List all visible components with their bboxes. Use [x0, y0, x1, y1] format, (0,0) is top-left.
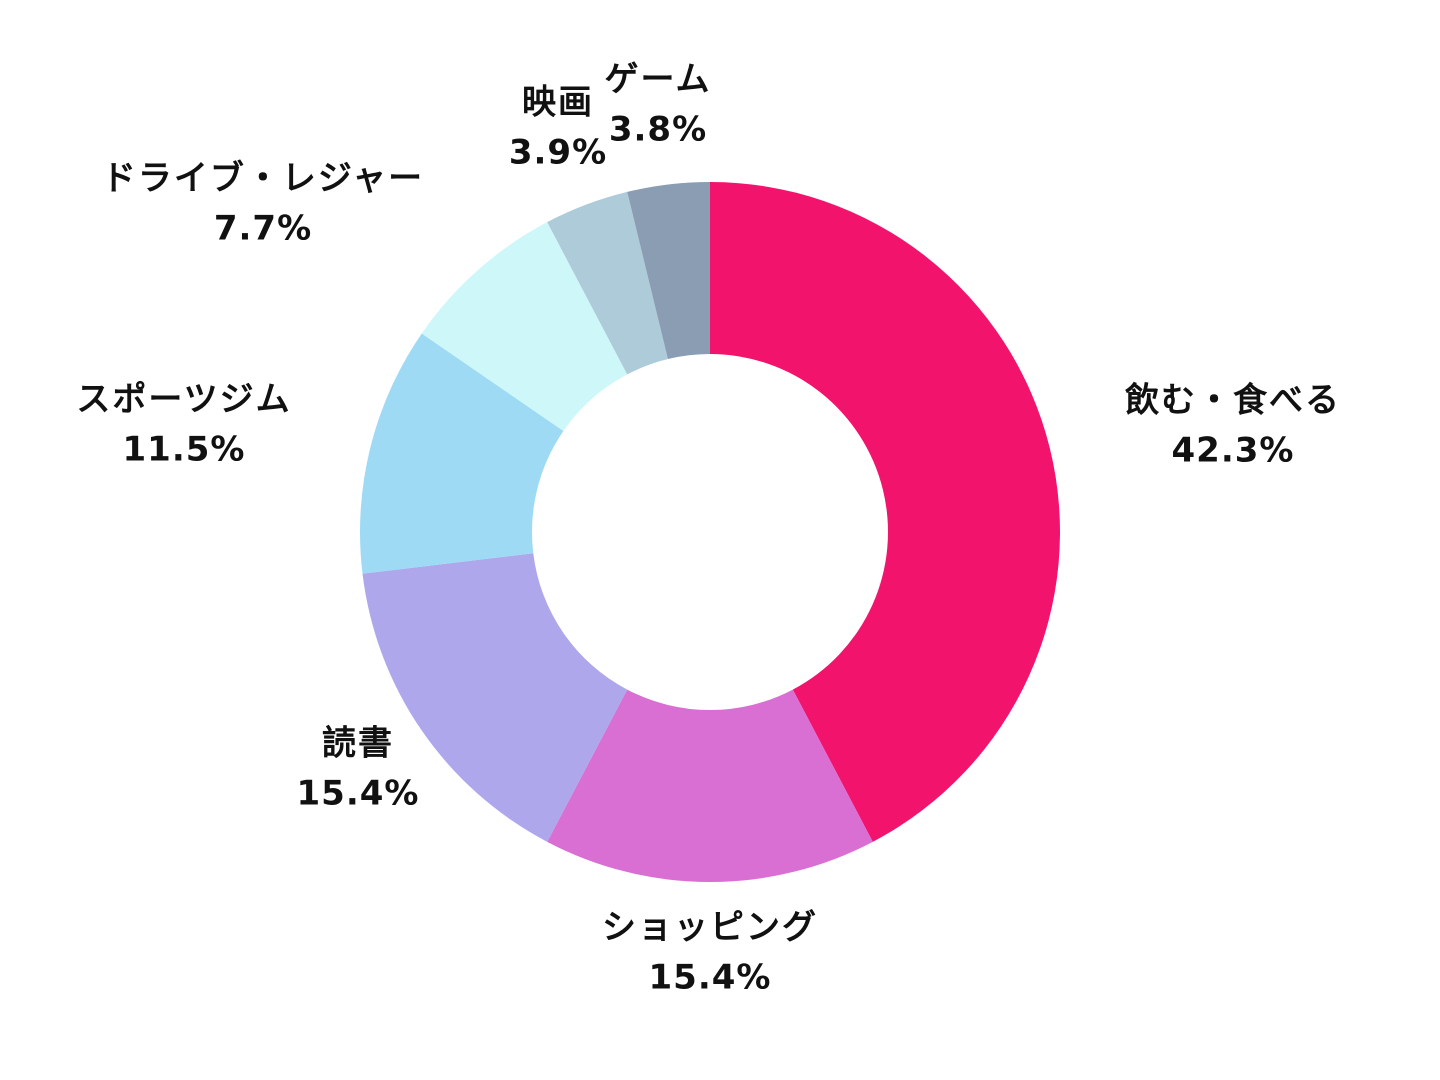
donut-slice-eat-drink: [710, 182, 1060, 842]
slice-name-text: ドライブ・レジャー: [101, 158, 425, 199]
slice-name-text: スポーツジム: [76, 379, 292, 420]
slice-percent-text: 11.5%: [122, 430, 246, 470]
donut-slice-game: [627, 182, 710, 360]
slice-percent-text: 3.8%: [608, 110, 708, 150]
slice-label-game: ゲーム 3.8%: [605, 55, 712, 156]
slice-percent-text: 7.7%: [213, 209, 313, 249]
donut-slice-reading: [362, 553, 628, 842]
slice-label-drive-leisure: ドライブ・レジャー 7.7%: [102, 154, 424, 255]
slice-percent-text: 3.9%: [508, 133, 608, 173]
slice-percent-text: 15.4%: [296, 774, 420, 814]
donut-slice-gym: [360, 333, 564, 574]
slice-percent-text: 15.4%: [648, 958, 772, 998]
slice-label-movie: 映画 3.9%: [509, 78, 607, 179]
slice-name-text: 飲む・食べる: [1125, 380, 1341, 421]
slice-label-shopping: ショッピング 15.4%: [602, 903, 818, 1004]
slice-percent-text: 42.3%: [1171, 431, 1295, 471]
slice-label-gym: スポーツジム 11.5%: [76, 375, 291, 476]
slice-name-text: 映画: [521, 82, 594, 123]
donut-slice-shopping: [547, 689, 873, 882]
slice-label-reading: 読書 15.4%: [297, 719, 420, 820]
slice-name-text: ショッピング: [602, 907, 818, 948]
slice-name-text: ゲーム: [604, 59, 712, 100]
slice-name-text: 読書: [322, 723, 394, 764]
donut-slice-drive-leisure: [421, 222, 628, 432]
donut-slice-movie: [547, 191, 668, 375]
slice-label-eat-drink: 飲む・食べる 42.3%: [1125, 376, 1341, 477]
